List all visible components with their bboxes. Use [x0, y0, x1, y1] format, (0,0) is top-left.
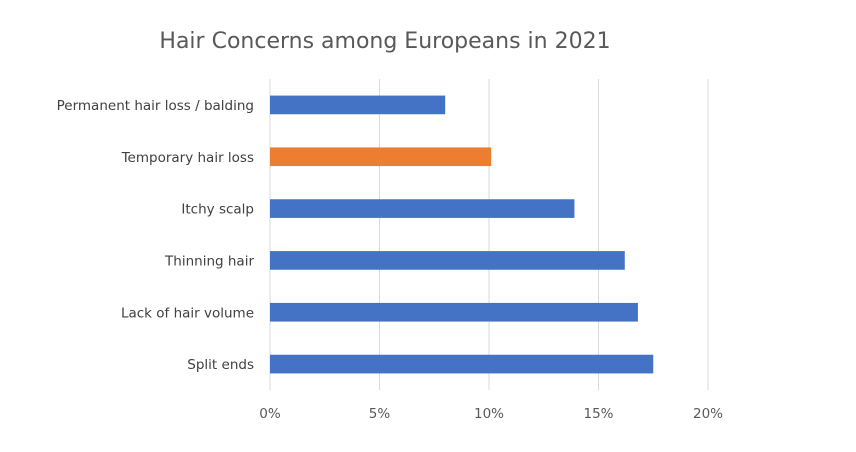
- bar-2: [270, 147, 492, 167]
- bar-4: [270, 251, 625, 270]
- bar-5: [270, 302, 638, 322]
- bar-1: [270, 95, 446, 115]
- x-tick-label: 0%: [259, 406, 281, 422]
- bar-3: [270, 199, 575, 218]
- category-label: Temporary hair loss: [121, 150, 254, 166]
- x-tick-label: 10%: [474, 406, 504, 422]
- chart-title: Hair Concerns among Europeans in 2021: [159, 29, 610, 54]
- bars: [270, 95, 654, 374]
- category-label: Itchy scalp: [181, 202, 254, 218]
- x-tick-label: 20%: [693, 406, 723, 422]
- x-tick-label: 5%: [369, 406, 391, 422]
- x-tick-label: 15%: [583, 406, 613, 422]
- category-label: Split ends: [187, 357, 254, 373]
- category-label: Thinning hair: [164, 253, 254, 269]
- gridlines: [269, 79, 709, 390]
- category-label: Permanent hair loss / balding: [57, 98, 254, 114]
- category-labels: Permanent hair loss / balding Temporary h…: [57, 98, 255, 373]
- x-axis-tick-labels: 0% 5% 10% 15% 20%: [259, 406, 723, 422]
- category-label: Lack of hair volume: [121, 305, 254, 321]
- bar-6: [270, 354, 654, 374]
